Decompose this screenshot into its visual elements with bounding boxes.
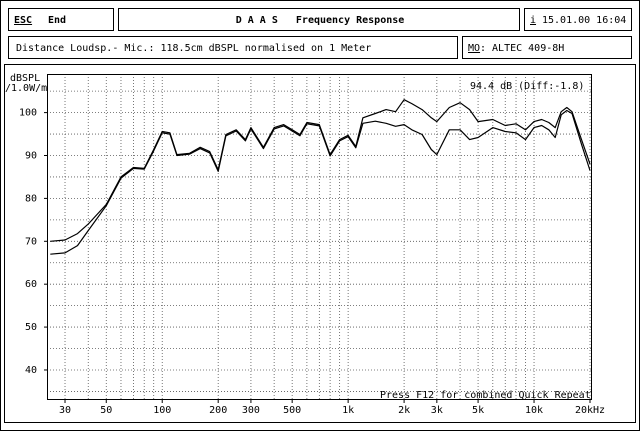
footer-note: Press F12 for combined Quick Repeat [380,390,591,401]
x-tick-label: 100 [153,405,171,416]
model: : ALTEC 409-8H [480,43,564,54]
y-tick-label: 100 [19,108,37,119]
datetime: 15.01.00 16:04 [542,15,626,26]
info-box[interactable] [524,8,632,31]
response-curve [50,99,591,242]
x-tick-label: 20kHz [575,405,605,416]
x-tick-label: 300 [242,405,260,416]
x-tick-label: 5k [472,405,484,416]
y-label: dBSPL [10,73,40,84]
description-box [8,36,458,59]
chart-frame [4,64,636,423]
y-tick-label: 70 [25,236,37,247]
y-tick-label: 40 [25,365,37,376]
plot-frame [47,74,592,400]
y-tick-label: 60 [25,279,37,290]
x-tick-label: 200 [209,405,227,416]
x-tick-label: 3k [431,405,443,416]
x-tick-label: 10k [525,405,543,416]
esc-key[interactable]: ESC [14,15,32,26]
x-tick-label: 1k [342,405,354,416]
model-key[interactable]: MO [468,43,480,54]
annotation: 94.4 dB (Diff:-1.8) [470,81,584,92]
esc-button[interactable] [8,8,114,31]
model-box[interactable] [462,36,632,59]
y-tick-label: 90 [25,151,37,162]
title: D A A S Frequency Response [236,15,405,26]
y-tick-label: 50 [25,322,37,333]
x-tick-label: 500 [283,405,301,416]
info-key[interactable]: i [530,15,536,26]
y-label: /1.0W/m [5,83,47,94]
description: Distance Loudsp.- Mic.: 118.5cm dBSPL no… [16,43,371,54]
x-tick-label: 2k [398,405,410,416]
response-curve [50,109,591,255]
esc-label[interactable]: End [48,15,66,26]
x-tick-label: 50 [100,405,112,416]
title-box [118,8,520,31]
x-tick-label: 30 [59,405,71,416]
y-tick-label: 80 [25,193,37,204]
